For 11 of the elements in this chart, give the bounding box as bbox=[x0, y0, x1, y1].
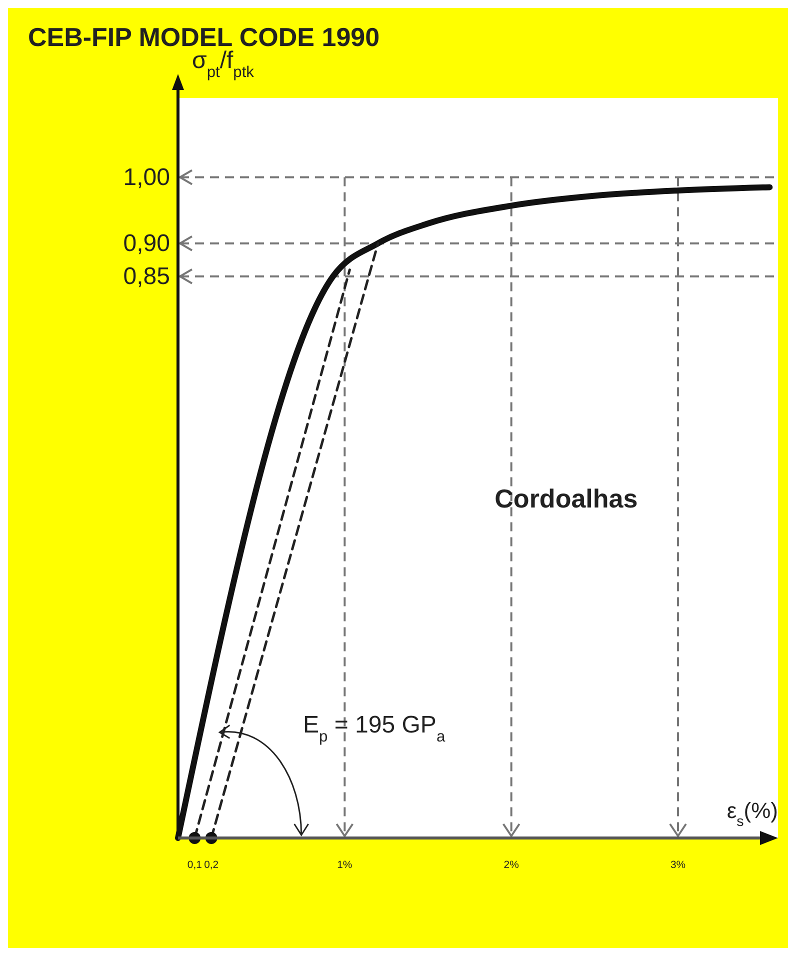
annotation: Cordoalhas bbox=[494, 484, 638, 514]
x-tick-label: 0,2 bbox=[204, 860, 219, 871]
y-tick-label: 0,90 bbox=[123, 230, 170, 257]
x-tick-label: 3% bbox=[670, 860, 686, 871]
x-tick-label: 0,1 bbox=[187, 860, 202, 871]
x-tick-label: 1% bbox=[337, 860, 352, 871]
annotation: E$_{p}$ = 195 GP$_{a}$ bbox=[303, 711, 446, 745]
x-tick-label: 2% bbox=[504, 860, 519, 871]
x-axis-title: ε$_{s}$(%) bbox=[726, 798, 778, 830]
y-tick-label: 0,85 bbox=[123, 262, 170, 290]
y-tick-label: 1,00 bbox=[123, 164, 170, 191]
